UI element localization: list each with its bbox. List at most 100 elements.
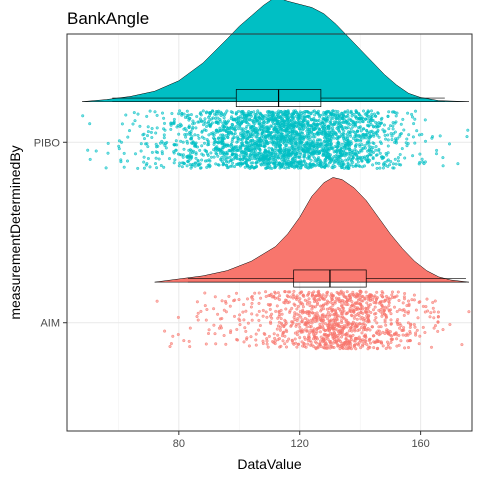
data-point [305,310,309,314]
data-point [304,119,308,123]
data-point [351,308,355,312]
data-point [172,121,176,125]
data-point [347,341,351,345]
data-point [315,311,319,315]
data-point [425,297,429,301]
data-point [169,127,173,131]
data-point [202,141,206,145]
data-point [255,145,259,149]
data-point [295,307,299,311]
data-point [172,117,176,121]
data-point [299,301,303,305]
data-point [266,128,270,132]
data-point [318,163,322,167]
data-point [313,135,317,139]
data-point [351,164,355,168]
data-point [367,296,371,300]
data-point [347,144,351,148]
data-point [373,318,377,322]
data-point [145,134,149,138]
data-point [193,133,197,137]
data-point [155,126,159,130]
data-point [361,155,365,159]
data-point [277,156,281,160]
data-point [245,135,249,139]
data-point [303,344,307,348]
data-point [343,145,347,149]
data-point [330,298,334,302]
data-point [191,119,195,123]
data-point [312,116,316,120]
data-point [355,317,359,321]
data-point [353,148,357,152]
data-point [212,148,216,152]
data-point [271,122,275,126]
data-point [159,163,163,167]
data-point [370,325,374,329]
data-point [318,132,322,136]
data-point [335,317,339,321]
data-point [235,140,239,144]
data-point [320,296,324,300]
data-point [204,318,208,322]
data-point [315,147,319,151]
data-point [206,120,210,124]
data-point [436,310,440,314]
data-point [195,300,199,304]
data-point [229,142,233,146]
data-point [286,152,290,156]
data-point [341,347,345,351]
data-point [186,160,190,164]
data-point [313,113,317,117]
data-point [229,131,233,135]
data-point [375,347,379,351]
data-point [241,110,245,114]
data-point [207,328,211,332]
data-point [264,310,268,314]
data-point [254,126,258,130]
data-point [188,326,192,330]
data-point [331,323,335,327]
data-point [195,315,199,319]
data-point [308,147,312,151]
data-point [146,125,150,129]
data-point [361,295,365,299]
data-point [305,299,309,303]
data-point [148,165,152,169]
data-point [367,120,371,124]
data-point [287,116,291,120]
data-point [221,134,225,138]
data-point [249,111,253,115]
data-point [119,158,123,162]
data-point [223,144,227,148]
data-point [325,324,329,328]
data-point [385,159,389,163]
data-point [232,135,236,139]
data-point [199,309,203,313]
data-point [329,292,333,296]
data-point [397,299,401,303]
data-point [316,111,320,115]
data-point [211,116,215,120]
data-point [267,334,271,338]
data-point [218,317,222,321]
data-point [395,337,399,341]
data-point [253,116,257,120]
data-point [261,314,265,318]
data-point [205,308,209,312]
data-point [182,112,186,116]
data-point [299,152,303,156]
data-point [352,112,356,116]
data-point [299,145,303,149]
data-point [248,158,252,162]
data-point [228,304,232,308]
data-point [234,124,238,128]
data-point [278,313,282,317]
data-point [380,314,384,318]
chart-marks [81,0,471,351]
data-point [205,165,209,169]
data-point [270,316,274,320]
data-point [383,312,387,316]
data-point [435,152,439,156]
data-point [250,164,254,168]
